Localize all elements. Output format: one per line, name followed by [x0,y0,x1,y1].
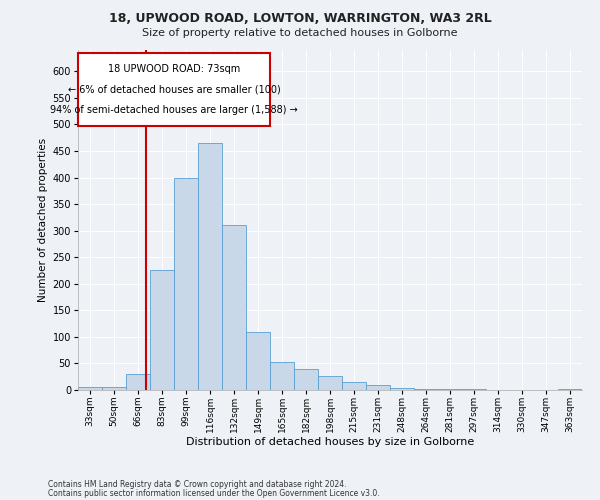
Text: Contains HM Land Registry data © Crown copyright and database right 2024.: Contains HM Land Registry data © Crown c… [48,480,347,489]
X-axis label: Distribution of detached houses by size in Golborne: Distribution of detached houses by size … [186,438,474,448]
Bar [390,388,414,390]
Bar [270,362,294,390]
Bar [318,376,342,390]
Bar [246,332,270,390]
Bar [342,382,366,390]
Text: 18, UPWOOD ROAD, LOWTON, WARRINGTON, WA3 2RL: 18, UPWOOD ROAD, LOWTON, WARRINGTON, WA3… [109,12,491,26]
Text: Size of property relative to detached houses in Golborne: Size of property relative to detached ho… [142,28,458,38]
Bar [366,384,390,390]
Bar [78,388,102,390]
Bar [102,388,126,390]
Text: 18 UPWOOD ROAD: 73sqm: 18 UPWOOD ROAD: 73sqm [108,64,240,74]
Bar [198,143,222,390]
Bar [294,369,318,390]
Bar [174,178,198,390]
Bar [414,389,438,390]
FancyBboxPatch shape [78,52,270,126]
Text: Contains public sector information licensed under the Open Government Licence v3: Contains public sector information licen… [48,489,380,498]
Bar [126,374,150,390]
Text: ← 6% of detached houses are smaller (100): ← 6% of detached houses are smaller (100… [68,84,280,94]
Y-axis label: Number of detached properties: Number of detached properties [38,138,48,302]
Bar [222,226,246,390]
Text: 94% of semi-detached houses are larger (1,588) →: 94% of semi-detached houses are larger (… [50,105,298,115]
Bar [150,270,174,390]
